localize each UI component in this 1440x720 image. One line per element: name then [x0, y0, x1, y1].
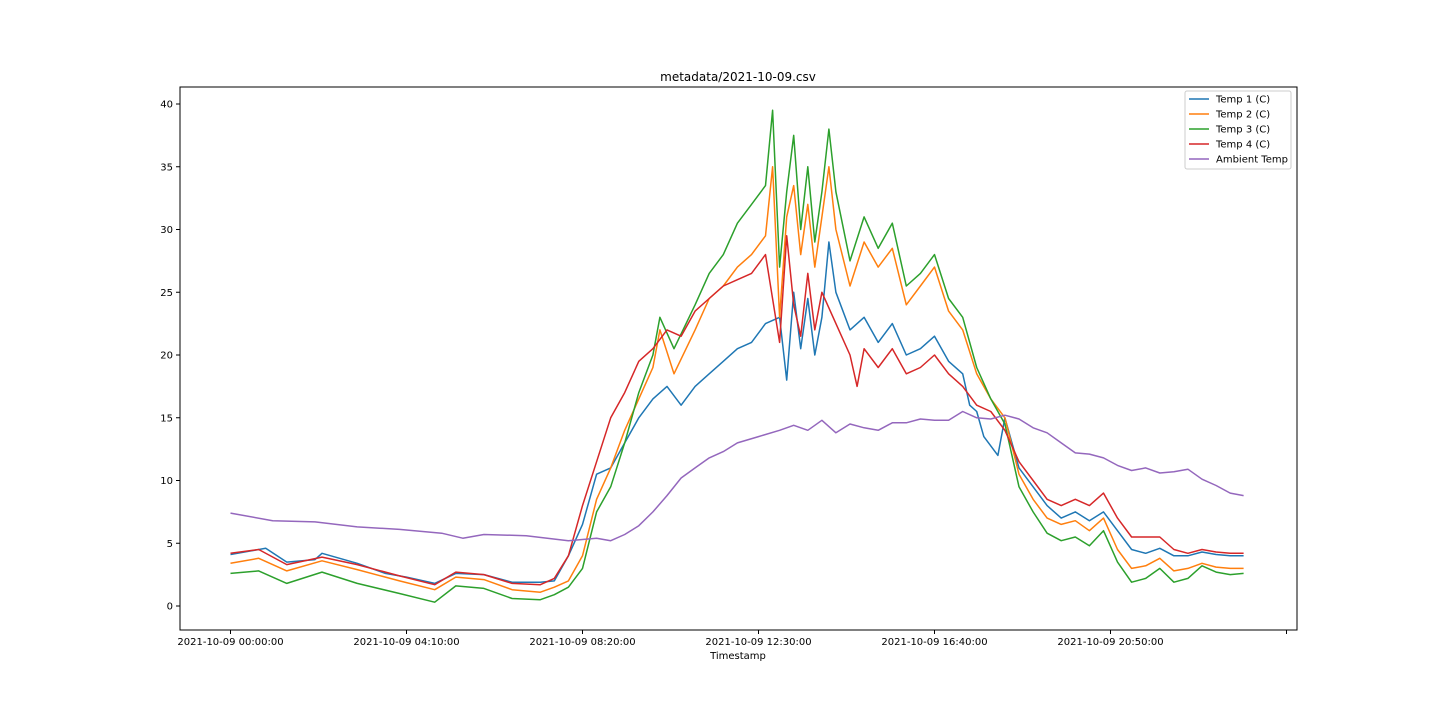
x-axis-ticks: 2021-10-09 00:00:00 2021-10-09 04:10:00 20… [177, 630, 1287, 648]
x-tick-label: 2021-10-09 20:50:00 [1057, 637, 1163, 648]
plot-area: 2021-10-09 00:00:00 2021-10-09 04:10:00 20… [160, 86, 1298, 648]
y-tick-label: 30 [160, 225, 173, 236]
x-tick-label: 2021-10-09 04:10:00 [353, 637, 459, 648]
plot-frame [179, 86, 1298, 631]
legend-label-temp-2-c: Temp 2 (C) [1215, 110, 1270, 121]
y-axis-ticks: 0 5 10 15 20 25 30 35 40 [160, 100, 180, 613]
x-tick-label: 2021-10-09 16:40:00 [881, 637, 987, 648]
legend-label-temp-4-c: Temp 4 (C) [1215, 140, 1270, 151]
series-layer [230, 109, 1244, 603]
series-line-temp-3-c [230, 109, 1244, 603]
series-line-temp-2-c [230, 166, 1244, 593]
x-tick-label: 2021-10-09 08:20:00 [529, 637, 635, 648]
y-tick-label: 35 [160, 162, 173, 173]
legend-box [1184, 90, 1292, 170]
y-tick-label: 5 [167, 539, 173, 550]
y-tick-label: 20 [160, 351, 173, 362]
y-tick-label: 25 [160, 288, 173, 299]
x-tick-label: 2021-10-09 12:30:00 [705, 637, 811, 648]
y-tick-label: 0 [167, 602, 173, 613]
series-line-temp-4-c [230, 235, 1244, 586]
series-line-ambient-temp [230, 410, 1244, 542]
chart-title: metadata/2021-10-09.csv [660, 70, 816, 84]
legend: Temp 1 (C) Temp 2 (C) Temp 3 (C) Temp 4 (C)… [1184, 90, 1292, 170]
y-tick-label: 40 [160, 100, 173, 111]
x-tick-label: 2021-10-09 00:00:00 [177, 637, 283, 648]
legend-label-temp-3-c: Temp 3 (C) [1215, 125, 1270, 136]
legend-label-ambient-temp: Ambient Temp [1216, 155, 1288, 166]
y-tick-label: 15 [160, 413, 173, 424]
x-axis-label: Timestamp [709, 651, 766, 662]
legend-label-temp-1-c: Temp 1 (C) [1215, 95, 1270, 106]
y-tick-label: 10 [160, 476, 173, 487]
